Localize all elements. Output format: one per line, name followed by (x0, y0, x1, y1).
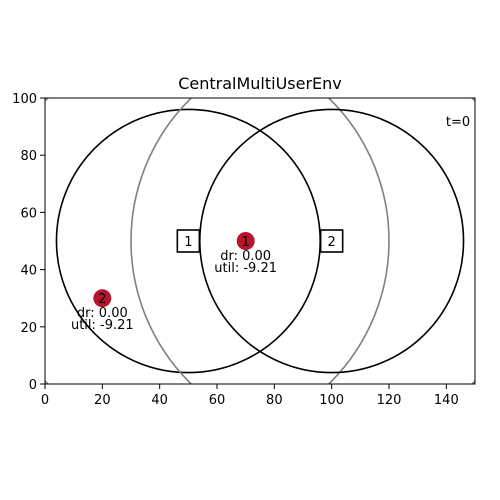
base-station-2-label: 2 (328, 235, 336, 250)
axes-frame (44, 97, 476, 385)
x-tick-label: 120 (377, 393, 402, 408)
y-tick-label: 80 (20, 149, 37, 164)
y-tick-label: 60 (20, 206, 37, 221)
base-station-2-marker (319, 229, 344, 253)
user-2-dot (93, 289, 112, 308)
y-tick-label: 20 (20, 321, 37, 336)
x-axis: 0 20 40 60 80 100 120 140 (41, 384, 459, 408)
base-station-1-label: 1 (184, 235, 192, 250)
user-2-label: 2 (98, 292, 106, 307)
y-tick-label: 40 (20, 264, 37, 279)
chart-title: CentralMultiUserEnv (178, 74, 342, 93)
y-tick-label: 0 (29, 378, 37, 393)
x-tick-label: 40 (151, 393, 168, 408)
y-axis: 0 20 40 60 80 100 (12, 92, 45, 393)
sensing-circle-2 (130, 98, 475, 384)
plot-area (45, 98, 475, 384)
user-1-utility: util: -9.21 (214, 261, 277, 276)
x-tick-label: 60 (209, 393, 226, 408)
x-tick-label: 80 (266, 393, 283, 408)
base-station-1-marker (176, 229, 201, 253)
user-2-utility: util: -9.21 (71, 318, 134, 333)
sensing-circle-1 (45, 98, 390, 384)
y-tick-label: 100 (12, 92, 37, 107)
x-tick-label: 100 (319, 393, 344, 408)
x-tick-label: 20 (94, 393, 111, 408)
x-tick-label: 140 (434, 393, 459, 408)
timestep-label: t=0 (446, 115, 470, 130)
x-tick-label: 0 (41, 393, 49, 408)
user-1-dot (236, 232, 255, 250)
user-2-datarate: dr: 0.00 (77, 306, 128, 321)
user-1-label: 1 (242, 235, 250, 250)
user-1-datarate: dr: 0.00 (220, 249, 271, 264)
